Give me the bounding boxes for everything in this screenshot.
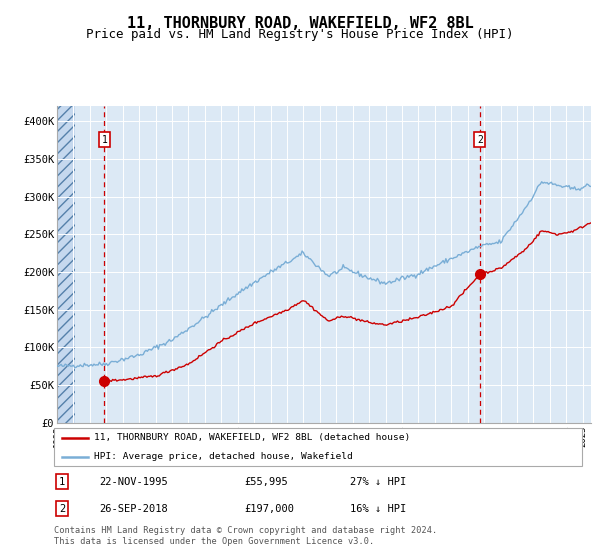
Text: Price paid vs. HM Land Registry's House Price Index (HPI): Price paid vs. HM Land Registry's House … <box>86 28 514 41</box>
Text: £197,000: £197,000 <box>244 503 294 514</box>
Text: 11, THORNBURY ROAD, WAKEFIELD, WF2 8BL: 11, THORNBURY ROAD, WAKEFIELD, WF2 8BL <box>127 16 473 31</box>
Text: £55,995: £55,995 <box>244 477 288 487</box>
FancyBboxPatch shape <box>54 428 582 466</box>
Text: 22-NOV-1995: 22-NOV-1995 <box>99 477 167 487</box>
Text: 1: 1 <box>59 477 65 487</box>
Bar <box>57 106 75 423</box>
Text: 27% ↓ HPI: 27% ↓ HPI <box>350 477 406 487</box>
Text: 1: 1 <box>101 134 107 144</box>
Text: 2: 2 <box>477 134 483 144</box>
Text: Contains HM Land Registry data © Crown copyright and database right 2024.
This d: Contains HM Land Registry data © Crown c… <box>54 526 437 546</box>
Text: 16% ↓ HPI: 16% ↓ HPI <box>350 503 406 514</box>
Text: 2: 2 <box>59 503 65 514</box>
Text: 11, THORNBURY ROAD, WAKEFIELD, WF2 8BL (detached house): 11, THORNBURY ROAD, WAKEFIELD, WF2 8BL (… <box>94 433 410 442</box>
Text: 26-SEP-2018: 26-SEP-2018 <box>99 503 167 514</box>
Text: HPI: Average price, detached house, Wakefield: HPI: Average price, detached house, Wake… <box>94 452 352 461</box>
